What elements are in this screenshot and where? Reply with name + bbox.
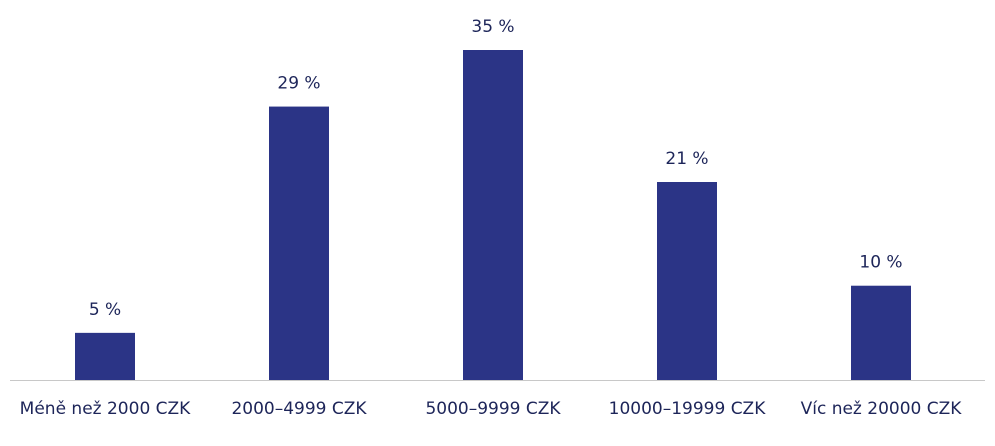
x-tick-label: Méně než 2000 CZK [19,399,191,419]
data-label: 29 % [277,74,320,94]
bar [75,332,135,380]
data-label: 35 % [471,17,514,37]
data-label: 21 % [665,149,708,169]
data-label: 5 % [89,300,121,320]
x-tick-label: Víc než 20000 CZK [800,399,962,419]
x-tick-label: 5000–9999 CZK [425,399,561,419]
bar [851,285,911,380]
x-tick-label: 10000–19999 CZK [608,399,766,419]
bar [463,50,523,380]
bar [269,106,329,381]
x-tick-label: 2000–4999 CZK [231,399,367,419]
bar [657,182,717,380]
data-label: 10 % [859,253,902,273]
